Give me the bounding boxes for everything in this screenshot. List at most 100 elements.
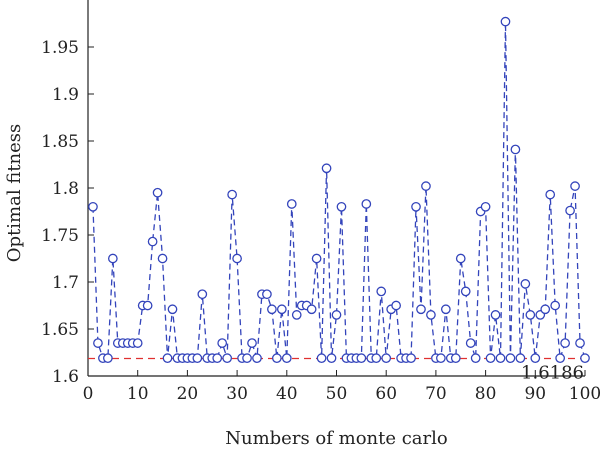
data-point: [560, 338, 570, 348]
data-point: [108, 253, 118, 264]
axes: [87, 0, 586, 377]
data-point: [455, 253, 466, 264]
data-point: [88, 201, 98, 212]
y-tick-label: 1.9: [52, 85, 79, 105]
data-point: [460, 286, 471, 297]
data-point: [321, 163, 332, 174]
x-tick-label: 40: [276, 384, 298, 404]
data-point: [565, 205, 575, 216]
data-point: [281, 353, 292, 363]
data-point: [555, 353, 566, 363]
data-point: [436, 353, 446, 363]
data-point: [217, 338, 228, 348]
data-point: [232, 253, 242, 264]
y-tick-label: 1.65: [41, 320, 79, 340]
data-point: [411, 201, 421, 212]
y-axis-label: Optimal fitness: [4, 124, 25, 263]
data-point: [530, 353, 541, 363]
data-point: [336, 201, 347, 212]
data-point: [356, 353, 367, 363]
data-point: [540, 304, 551, 315]
data-point: [222, 353, 233, 363]
data-point: [421, 181, 431, 191]
data-point: [167, 304, 178, 315]
data-point: [262, 289, 272, 300]
x-tick-label: 100: [569, 384, 600, 404]
data-point: [371, 353, 382, 363]
data-point: [381, 353, 392, 363]
data-point: [376, 286, 387, 297]
data-point: [316, 353, 327, 363]
data-point: [406, 353, 416, 363]
data-point: [550, 300, 561, 311]
y-tick-label: 1.75: [41, 226, 79, 246]
data-point: [212, 353, 223, 363]
data-point: [252, 353, 262, 363]
data-point: [103, 353, 113, 363]
data-point: [391, 300, 401, 311]
data-point: [132, 338, 143, 348]
data-point: [465, 338, 476, 348]
data-point: [291, 310, 302, 320]
y-tick-label: 1.85: [41, 132, 79, 152]
data-point: [416, 304, 426, 315]
data-point: [485, 353, 496, 363]
data-point: [162, 353, 173, 363]
reference-line-label: 1.6186: [521, 363, 584, 384]
x-tick-label: 20: [177, 384, 199, 404]
y-tick-label: 1.6: [52, 367, 79, 387]
data-point: [505, 353, 516, 363]
data-point: [247, 338, 257, 348]
series-line: [92, 21, 586, 359]
tick-labels: 0 10 20 30 40 50 60 70 80 90 100 1.6 1.65 1.7 1.75 1.8 1…: [41, 38, 600, 404]
data-point: [515, 353, 526, 363]
data-point: [142, 300, 153, 311]
y-tick-label: 1.7: [52, 273, 79, 293]
y-tick-label: 1.95: [41, 38, 79, 58]
x-tick-label: 0: [83, 384, 94, 404]
data-point: [480, 201, 491, 212]
data-point: [311, 253, 322, 264]
y-tick-label: 1.8: [52, 179, 79, 199]
data-point: [93, 338, 103, 348]
x-axis-label: Numbers of monte carlo: [225, 428, 448, 449]
data-point: [575, 338, 585, 348]
data-point: [306, 304, 317, 315]
x-tick-label: 60: [375, 384, 397, 404]
x-tick-label: 30: [226, 384, 248, 404]
data-point: [525, 310, 536, 320]
data-point: [570, 181, 580, 191]
x-tick-label: 70: [425, 384, 447, 404]
data-point: [545, 189, 556, 200]
data-point: [192, 353, 203, 363]
x-tick-label: 50: [326, 384, 348, 404]
data-point: [361, 199, 372, 209]
data-point: [267, 304, 277, 315]
data-point: [286, 199, 297, 209]
data-point: [197, 289, 208, 300]
data-point: [500, 16, 511, 27]
data-point: [147, 236, 158, 247]
data-point: [227, 189, 237, 200]
data-point: [242, 353, 252, 363]
data-point: [272, 353, 282, 363]
data-point: [152, 187, 163, 198]
data-point: [470, 353, 481, 363]
x-tick-label: 90: [524, 384, 546, 404]
x-tick-label: 80: [475, 384, 497, 404]
data-point: [157, 253, 168, 264]
data-point: [450, 353, 461, 363]
data-point: [490, 310, 501, 320]
data-point: [510, 144, 521, 155]
x-tick-label: 10: [127, 384, 149, 404]
data-point: [326, 353, 337, 363]
series-group: [88, 16, 590, 363]
data-point: [580, 353, 590, 363]
data-point: [426, 310, 436, 320]
data-point: [331, 310, 342, 320]
data-point: [440, 304, 451, 315]
data-point: [276, 304, 287, 315]
data-point: [520, 279, 531, 289]
data-point: [495, 353, 506, 363]
